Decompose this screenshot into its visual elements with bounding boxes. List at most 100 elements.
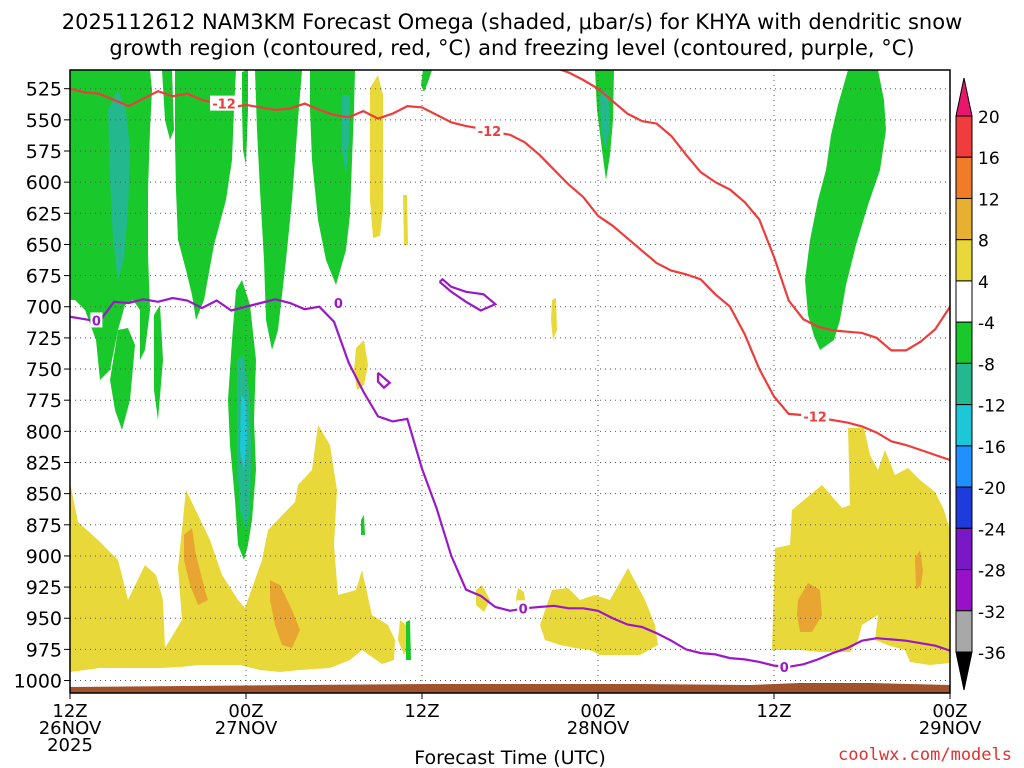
colorbar-label: 8 [978, 232, 989, 252]
omega-green-region-1 [70, 70, 152, 380]
omega-green-region-14 [406, 620, 411, 660]
contour-label: -12 [478, 125, 502, 140]
colorbar-label: -20 [978, 479, 1006, 499]
y-tick-label: 975 [26, 639, 62, 661]
y-tick-label: 625 [26, 203, 62, 225]
x-tick-date-label: 27NOV [215, 718, 278, 739]
y-tick-label: 900 [26, 546, 62, 568]
contour-label: 0 [92, 314, 101, 329]
omega-green-region-4 [162, 70, 174, 140]
contour-label: -12 [803, 410, 827, 425]
y-tick-label: 525 [26, 79, 62, 101]
x-tick-label: 12Z [52, 701, 87, 722]
freezing-level-contour [70, 296, 950, 668]
omega-orange-region-3 [797, 583, 822, 632]
plot-frame [69, 69, 951, 694]
y-tick-label: 550 [26, 110, 62, 132]
omega-yellow-region-9 [551, 298, 557, 340]
omega-cyan-region-1 [240, 395, 247, 470]
omega-green-region-5 [175, 70, 236, 320]
y-tick-label: 700 [26, 297, 62, 319]
x-tick-label: 00Z [228, 701, 263, 722]
colorbar-label: -36 [978, 644, 1006, 664]
surface-ground [70, 683, 950, 693]
x-axis-label: Forecast Time (UTC) [414, 747, 605, 768]
omega-green-region-10 [421, 70, 432, 92]
x-tick-date-label: 26NOV [39, 718, 102, 739]
y-tick-label: 725 [26, 328, 62, 350]
colorbar-label: -8 [978, 355, 995, 375]
colorbar-segment [955, 486, 973, 529]
colorbar-segment [955, 569, 973, 612]
omega-green-region-2 [110, 328, 135, 430]
contour-label: -12 [212, 98, 236, 113]
y-tick-label: 825 [26, 452, 62, 474]
contour-label-bg [332, 295, 345, 311]
omega-orange-region-2 [270, 580, 300, 648]
freezing-level-loop [376, 371, 392, 390]
omega-green-region-3 [154, 305, 163, 420]
y-tick-label: 650 [26, 234, 62, 256]
colorbar-label: -32 [978, 603, 1006, 623]
colorbar-segment [955, 115, 973, 158]
colorbar-segment [955, 610, 973, 653]
colorbar-segment [955, 445, 973, 488]
y-tick-label: 925 [26, 577, 62, 599]
colorbar-top-arrow [955, 77, 973, 117]
y-tick-label: 800 [26, 421, 62, 443]
x-tick-label: 00Z [580, 701, 615, 722]
contour-lines: -12 -12 -12 0 0 0 0 [70, 70, 950, 676]
omega-green-region-6 [242, 70, 248, 165]
x-tick-date-label: 28NOV [567, 718, 630, 739]
chart-title-line1: 2025112612 NAM3KM Forecast Omega (shaded… [62, 10, 963, 34]
colorbar-segment [955, 197, 973, 241]
colorbar-label: -24 [978, 520, 1006, 540]
contour-label: 0 [780, 661, 789, 676]
y-tick-label: 1000 [14, 671, 62, 693]
contour-label-bg [475, 123, 504, 139]
x-tick-date-label: 29NOV [919, 718, 982, 739]
omega-yellow-region-7 [370, 75, 383, 238]
y-tick-label: 575 [26, 141, 62, 163]
x-tick-label: 00Z [932, 701, 967, 722]
y-tick-label: 775 [26, 390, 62, 412]
colorbar-segment [955, 404, 973, 447]
y-tick-label: 950 [26, 608, 62, 630]
attribution[interactable]: coolwx.com/models [838, 745, 1012, 765]
plot-area: -12 -12 -12 0 0 0 0 [70, 70, 950, 693]
colorbar-label: 20 [978, 108, 1000, 128]
colorbar-segment [955, 156, 973, 199]
colorbar-segment [955, 362, 973, 406]
y-tick-label: 750 [26, 359, 62, 381]
contour-label-bg [517, 600, 530, 616]
contour-label-bg [210, 95, 238, 111]
omega-orange-region-4 [915, 550, 923, 590]
x-tick-label: 12Z [404, 701, 439, 722]
contour-label-bg [90, 312, 103, 328]
contour-label: 0 [334, 297, 343, 312]
colorbar: 20 16 12 8 4 -4 -8 -12 -16 -20 -24 -28 -32 -36 [955, 77, 1006, 691]
grid-lines [70, 70, 950, 693]
x-tick-date-label: 2025 [47, 735, 93, 756]
omega-orange-region-1 [184, 528, 208, 605]
omega-green-region-13 [361, 515, 365, 535]
omega-yellow-region-1 [70, 425, 395, 672]
y-tick-label: 675 [26, 266, 62, 288]
omega-yellow-region-10 [354, 340, 368, 390]
contour-label-bg [801, 408, 830, 424]
omega-teal-region-1 [108, 90, 130, 280]
dgz-contour-upper [557, 70, 950, 352]
colorbar-segment [955, 321, 973, 364]
y-axis: 525 550 575 600 625 650 675 700 725 750 775 800 825 8… [14, 79, 70, 693]
omega-negative-regions [70, 70, 886, 660]
y-tick-label: 875 [26, 515, 62, 537]
colorbar-label: -16 [978, 438, 1006, 458]
omega-green-region-7 [255, 70, 302, 350]
colorbar-segment [955, 280, 973, 323]
contour-label-bg [778, 658, 791, 674]
omega-yellow-region-8 [403, 195, 408, 245]
freezing-level-loop [438, 277, 498, 312]
omega-teal-region-3 [342, 95, 350, 175]
